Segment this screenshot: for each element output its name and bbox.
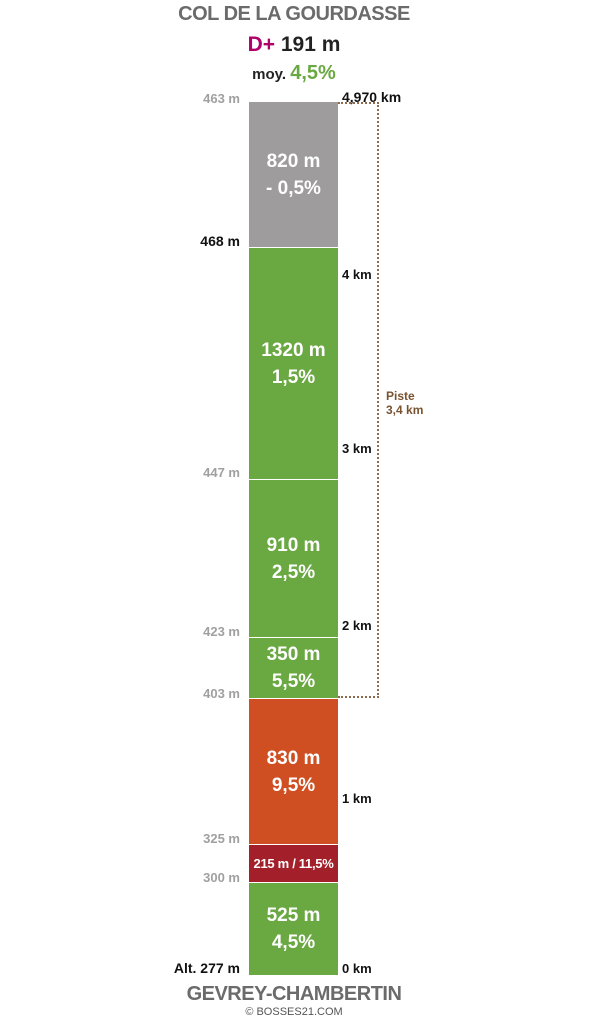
segment-6: 525 m 4,5% [249, 883, 338, 975]
km-notch [578, 615, 596, 635]
altitude-label: 423 m [203, 624, 240, 639]
altitude-label: 403 m [203, 686, 240, 701]
segment-gradient: 4,5% [271, 932, 316, 953]
km-marker: 4 km [342, 267, 372, 282]
piste-label: Piste 3,4 km [386, 389, 423, 417]
segment-0: 820 m - 0,5% [249, 102, 338, 247]
segment-length: 1320 m [261, 339, 326, 361]
km-notch [578, 438, 596, 458]
segment-gradient: 9,5% [271, 774, 316, 796]
km-marker: 0 km [342, 961, 372, 976]
average-gradient: moy. 4,5% [0, 62, 588, 85]
piste-title: Piste [386, 389, 415, 403]
segment-gradient: 2,5% [271, 561, 316, 583]
km-notch [578, 788, 596, 808]
copyright-notice: © BOSSES21.COM [245, 1006, 343, 1018]
dplus-prefix: D+ [247, 33, 276, 56]
segment-gradient: - 0,5% [266, 177, 321, 199]
segment-length: 350 m [266, 644, 321, 665]
climb-title: COL DE LA GOURDASSE [178, 3, 410, 25]
profile-bar: 820 m - 0,5% 1320 m 1,5% 910 m 2,5% 350 … [249, 102, 596, 975]
segment-gradient: 5,5% [271, 671, 316, 692]
altitude-label: Alt. 277 m [173, 960, 240, 976]
elevation-gain: D+ 191 m [0, 33, 588, 57]
segment-length: 820 m [266, 150, 321, 172]
segment-5: 215 m / 11,5% [249, 845, 338, 882]
moy-prefix: moy. [252, 66, 287, 83]
segment-2: 910 m 2,5% [249, 480, 338, 637]
segment-length: 525 m [266, 905, 321, 926]
km-notch [578, 264, 596, 284]
altitude-label: 463 m [203, 91, 240, 106]
total-distance: 4,970 km [342, 89, 402, 105]
start-location: GEVREY-CHAMBERTIN [186, 983, 402, 1005]
dplus-value: 191 m [280, 33, 341, 56]
segment-3: 350 m 5,5% [249, 638, 338, 698]
segment-gradient: 1,5% [271, 366, 316, 388]
segment-length: 215 m / 11,5% [253, 855, 334, 871]
segment-1: 1320 m 1,5% [249, 248, 338, 479]
piste-bracket [338, 102, 379, 698]
segment-4: 830 m 9,5% [249, 699, 338, 844]
km-marker: 2 km [342, 618, 372, 633]
piste-distance: 3,4 km [386, 403, 424, 417]
altitude-label: 325 m [203, 831, 240, 846]
km-marker: 1 km [342, 791, 372, 806]
moy-value: 4,5% [290, 62, 336, 84]
altitude-label: 447 m [203, 465, 240, 480]
segment-length: 910 m [266, 534, 321, 556]
segment-length: 830 m [266, 747, 321, 769]
km-marker: 3 km [342, 441, 372, 456]
altitude-label: 300 m [203, 870, 240, 885]
altitude-label: 468 m [200, 233, 240, 249]
